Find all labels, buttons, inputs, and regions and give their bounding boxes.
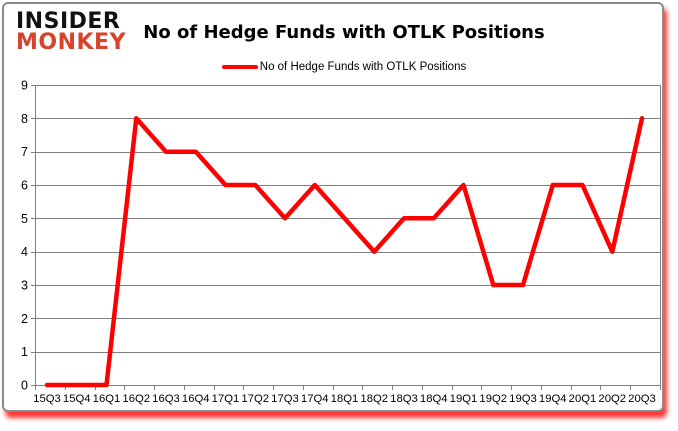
x-tick-label: 15Q4 — [63, 393, 91, 405]
y-tick-label: 3 — [21, 279, 28, 293]
x-tick-label: 18Q1 — [331, 393, 359, 405]
logo-line-monkey: MONKEY — [16, 29, 127, 55]
y-tick-label: 2 — [21, 312, 28, 326]
x-tick-label: 17Q4 — [301, 393, 329, 405]
x-tick-label: 16Q1 — [93, 393, 121, 405]
y-tick-label: 8 — [21, 112, 28, 126]
x-tick-label: 20Q1 — [569, 393, 597, 405]
logo-line-insider: INSIDER — [16, 9, 121, 34]
x-tick-label: 16Q2 — [122, 393, 150, 405]
x-tick-label: 16Q3 — [152, 393, 180, 405]
y-tick-label: 0 — [21, 379, 28, 393]
x-tick-label: 20Q2 — [598, 393, 626, 405]
x-tick-label: 20Q3 — [628, 393, 656, 405]
x-tick-label: 18Q2 — [360, 393, 388, 405]
gridlines — [35, 85, 660, 386]
x-tick-label: 19Q3 — [509, 393, 537, 405]
x-tick-label: 19Q4 — [539, 393, 567, 405]
y-tick-label: 7 — [21, 145, 28, 159]
legend: No of Hedge Funds with OTLK Positions — [34, 61, 654, 73]
chart-title: No of Hedge Funds with OTLK Positions — [143, 22, 545, 43]
y-tick-label: 1 — [21, 345, 28, 359]
x-tick-label: 18Q4 — [420, 393, 448, 405]
y-axis-labels: 0 1 2 3 4 5 6 7 8 9 — [21, 79, 28, 393]
y-tick-label: 4 — [21, 245, 28, 259]
series-line — [44, 116, 645, 388]
axes — [31, 85, 661, 390]
insider-monkey-logo: INSIDER MONKEY — [16, 9, 127, 55]
y-tick-label: 9 — [21, 79, 28, 93]
x-tick-label: 19Q2 — [479, 393, 507, 405]
chart-card: INSIDER MONKEY No of Hedge Funds with OT… — [2, 2, 664, 412]
x-tick-label: 17Q3 — [271, 393, 299, 405]
x-tick-label: 19Q1 — [450, 393, 478, 405]
y-tick-label: 5 — [21, 212, 28, 226]
x-axis-labels: 15Q3 15Q4 16Q1 16Q2 16Q3 16Q4 17Q1 17Q2 17Q3 17Q4… — [33, 393, 656, 405]
x-tick-label: 17Q2 — [241, 393, 269, 405]
legend-line-swatch — [221, 65, 258, 69]
legend-label: No of Hedge Funds with OTLK Positions — [259, 61, 467, 73]
x-tick-label: 15Q3 — [33, 393, 61, 405]
x-tick-label: 17Q1 — [212, 393, 240, 405]
x-tick-label: 16Q4 — [182, 393, 210, 405]
y-tick-label: 6 — [21, 179, 28, 193]
x-tick-label: 18Q3 — [390, 393, 418, 405]
